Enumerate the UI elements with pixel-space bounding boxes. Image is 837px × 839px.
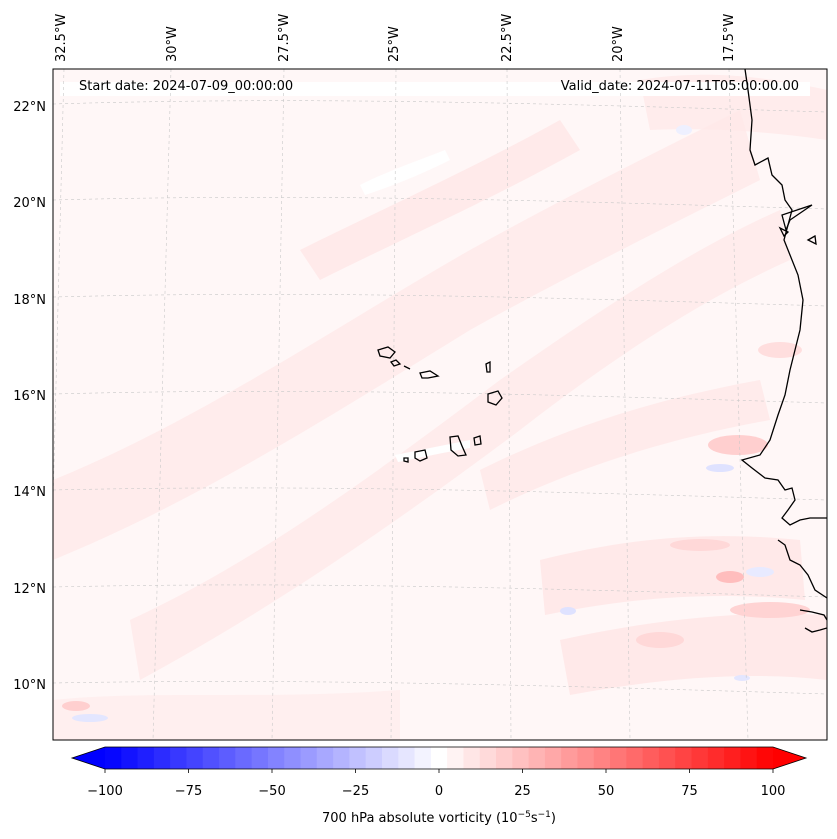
colorbar-segment <box>675 747 693 769</box>
colorbar-segment <box>463 747 481 769</box>
coastlines <box>377 69 827 633</box>
start-date-label: Start date: 2024-07-09_00:00:00 <box>79 79 293 94</box>
lon-tick-label: 17.5°W <box>722 14 737 62</box>
cape-verde-santo-antao <box>377 346 396 359</box>
vorticity-field <box>53 74 827 740</box>
lat-tick-label: 14°N <box>13 485 46 500</box>
colorbar-segment <box>202 747 220 769</box>
colorbar-segment <box>691 747 709 769</box>
colorbar-segment <box>300 747 318 769</box>
colorbar-tick-label: −25 <box>342 784 369 799</box>
lat-tick-label: 10°N <box>13 678 46 693</box>
lon-tick-label: 22.5°W <box>500 14 515 62</box>
colorbar: −100 −75 −50 −25 0 25 50 75 100 700 hPa absolute… <box>70 746 808 826</box>
colorbar-segment <box>121 747 139 769</box>
colorbar-segment <box>105 747 122 769</box>
colorbar-segment <box>528 747 546 769</box>
colorbar-segment <box>153 747 171 769</box>
colorbar-segment <box>610 747 627 769</box>
colorbar-segment <box>740 747 758 769</box>
colorbar-segment <box>267 747 285 769</box>
colorbar-segment <box>447 747 465 769</box>
colorbar-segment <box>251 747 269 769</box>
colorbar-segment <box>333 747 350 769</box>
colorbar-segment <box>724 747 742 769</box>
colorbar-segment <box>593 747 611 769</box>
colorbar-tick-label: −100 <box>87 784 123 799</box>
colorbar-tick-label: −75 <box>175 784 202 799</box>
colorbar-label: 700 hPa absolute vorticity (10−5s−1) <box>322 810 556 826</box>
colorbar-tick-label: 0 <box>435 784 443 799</box>
longitude-axis: 32.5°W 30°W 27.5°W 25°W 22.5°W 20°W 17.5… <box>54 14 737 62</box>
colorbar-min-extend-arrow <box>72 747 105 769</box>
latitude-axis: 22°N 20°N 18°N 16°N 14°N 12°N 10°N <box>13 100 46 693</box>
colorbar-segment <box>707 747 725 769</box>
colorbar-segment <box>577 747 595 769</box>
colorbar-segment <box>365 747 383 769</box>
lat-tick-label: 16°N <box>13 389 46 404</box>
colorbar-tick-label: 50 <box>598 784 615 799</box>
colorbar-segment <box>186 747 204 769</box>
african-coast <box>740 69 827 526</box>
colorbar-segment <box>137 747 155 769</box>
lon-tick-label: 27.5°W <box>277 14 292 62</box>
colorbar-segment <box>561 747 579 769</box>
lat-tick-label: 18°N <box>13 293 46 308</box>
colorbar-ticks: −100 −75 −50 −25 0 25 50 75 100 <box>87 769 785 799</box>
lon-tick-label: 32.5°W <box>54 14 69 62</box>
colorbar-segment <box>496 747 513 769</box>
colorbar-tick-label: −50 <box>258 784 285 799</box>
lon-tick-label: 30°W <box>165 26 180 62</box>
colorbar-segment <box>658 747 676 769</box>
lon-tick-label: 25°W <box>387 26 402 62</box>
lat-tick-label: 22°N <box>13 100 46 115</box>
colorbar-segment <box>381 747 399 769</box>
colorbar-segments <box>105 747 774 769</box>
colorbar-segment <box>349 747 367 769</box>
colorbar-segment <box>479 747 497 769</box>
colorbar-segment <box>642 747 660 769</box>
colorbar-segment <box>414 747 432 769</box>
valid-date-label: Valid_date: 2024-07-11T05:00:00.00 <box>561 79 799 94</box>
lon-tick-label: 20°W <box>611 26 626 62</box>
colorbar-segment <box>756 747 774 769</box>
lat-tick-label: 12°N <box>13 582 46 597</box>
colorbar-segment <box>170 747 188 769</box>
colorbar-segment <box>512 747 530 769</box>
colorbar-segment <box>219 747 236 769</box>
colorbar-tick-label: 25 <box>514 784 531 799</box>
colorbar-segment <box>284 747 302 769</box>
map-frame <box>52 68 828 741</box>
graticule <box>53 69 827 740</box>
colorbar-segment <box>235 747 253 769</box>
colorbar-segment <box>544 747 562 769</box>
colorbar-segment <box>430 747 448 769</box>
colorbar-tick-label: 75 <box>681 784 698 799</box>
colorbar-tick-label: 100 <box>761 784 786 799</box>
colorbar-max-extend-arrow <box>773 747 806 769</box>
lat-tick-label: 20°N <box>13 196 46 211</box>
colorbar-segment <box>398 747 416 769</box>
colorbar-segment <box>316 747 334 769</box>
colorbar-segment <box>626 747 644 769</box>
